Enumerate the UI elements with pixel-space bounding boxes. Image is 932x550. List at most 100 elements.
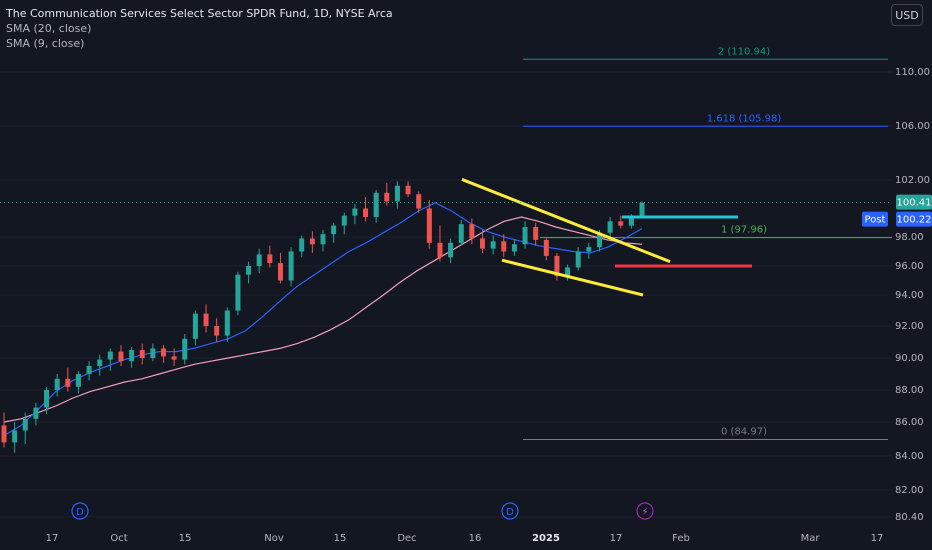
candle-body: [554, 255, 560, 277]
chart-legend: The Communication Services Select Sector…: [6, 6, 393, 51]
candle-body: [288, 251, 294, 281]
candle-body: [405, 185, 411, 195]
candle-body: [448, 242, 454, 258]
time-tick-label: Feb: [672, 533, 690, 544]
candle-body: [586, 247, 592, 252]
price-axis-bg: [892, 0, 932, 550]
price-tick-label: 102.00: [895, 175, 930, 186]
last-price-badge: [896, 194, 932, 210]
candle-body: [214, 326, 220, 336]
candle-body: [543, 239, 549, 256]
candle-body: [224, 310, 230, 336]
candle-body: [150, 348, 156, 358]
post-label-badge: [862, 211, 888, 227]
candle-body: [246, 266, 252, 275]
candle-body: [309, 238, 315, 245]
sma20-line: [3, 216, 643, 423]
candle-body: [639, 202, 645, 216]
candle-body: [97, 359, 103, 366]
candle-body: [161, 348, 166, 357]
candle-body: [267, 254, 273, 264]
time-axis[interactable]: 17 Oct 15 Nov 15 Dec 16 2025 17 Feb Mar 17: [46, 533, 884, 544]
candle-body: [565, 267, 571, 277]
price-tick-label: 86.00: [895, 417, 924, 428]
time-tick-label: 17: [46, 533, 59, 544]
candle-body: [129, 350, 135, 362]
candle-body: [33, 407, 39, 419]
price-axis[interactable]: 110.00 106.00 102.00 98.00 96.00 94.00 92.00 90…: [892, 0, 932, 550]
candle-body: [469, 224, 475, 239]
candle-body: [299, 238, 305, 252]
candle-body: [320, 234, 326, 245]
grid-lines: [0, 71, 892, 518]
candle-body: [203, 313, 209, 326]
candle-body: [331, 225, 337, 235]
candle-body: [256, 254, 262, 266]
candle-body: [352, 208, 358, 216]
event-lightning-icon: [636, 502, 654, 520]
price-tick-label: 98.00: [895, 232, 924, 243]
candlesticks: [1, 181, 645, 453]
event-markers[interactable]: D D ⚡: [71, 502, 654, 520]
indicator-sma20[interactable]: SMA (20, close): [6, 22, 92, 35]
symbol-title[interactable]: The Communication Services Select Sector…: [6, 7, 393, 20]
price-tick-label: 106.00: [895, 121, 930, 132]
candle-body: [86, 366, 92, 374]
time-tick-label: Nov: [264, 533, 284, 544]
candle-body: [341, 215, 347, 226]
fib-label: 2 (110.94): [718, 46, 770, 57]
fib-label: 1.618 (105.98): [707, 113, 782, 124]
candle-body: [139, 350, 145, 358]
price-tick-label: 94.00: [895, 290, 924, 301]
candle-body: [277, 263, 283, 281]
candle-body: [511, 244, 517, 252]
time-tick-label: 17: [871, 533, 884, 544]
candle-body: [607, 221, 613, 233]
price-tick-label: 88.00: [895, 385, 924, 396]
currency-button[interactable]: USD: [891, 4, 923, 26]
candle-body: [437, 242, 443, 258]
indicator-sma9[interactable]: SMA (9, close): [6, 37, 85, 50]
post-price-value: 100.22: [897, 215, 932, 226]
wedge-upper-line: [461, 178, 671, 264]
candle-body: [44, 390, 50, 408]
fibonacci-levels[interactable]: 2 (110.94) 1.618 (105.98) 1 (97.96) 0 (84.9…: [523, 46, 892, 441]
candle-body: [107, 351, 113, 360]
candle-body: [490, 241, 496, 249]
time-tick-label: 15: [179, 533, 192, 544]
candle-body: [384, 192, 390, 202]
time-tick-label: 16: [469, 533, 482, 544]
price-tick-label: 84.00: [895, 451, 924, 462]
candle-body: [394, 185, 400, 202]
candle-body: [12, 430, 18, 443]
price-tick-label: 110.00: [895, 67, 930, 78]
candle-body: [373, 192, 379, 218]
post-price-badge: [896, 211, 932, 227]
candle-body: [501, 241, 507, 252]
candle-body: [118, 351, 124, 362]
candle-body: [1, 425, 7, 443]
candle-body: [458, 224, 464, 243]
candle-body: [235, 274, 241, 311]
candle-body: [416, 194, 422, 209]
candle-body: [75, 374, 81, 387]
price-tick-label: 90.00: [895, 353, 924, 364]
candle-body: [426, 208, 432, 243]
wedge-lower-line: [501, 258, 644, 297]
dividend-d-label: D: [506, 507, 514, 518]
time-tick-label: 17: [610, 533, 623, 544]
candle-body: [596, 232, 602, 248]
lightning-icon: ⚡: [641, 507, 648, 518]
candle-body: [22, 418, 28, 431]
candle-body: [480, 238, 485, 249]
time-tick-label: Dec: [397, 533, 416, 544]
candle-body: [575, 251, 581, 268]
price-tick-label: 80.40: [895, 512, 924, 523]
trendline-drawings[interactable]: [0, 178, 892, 297]
price-badges: 100.41 Post 100.22: [862, 194, 932, 227]
price-tick-label: 82.00: [895, 485, 924, 496]
candle-body: [522, 227, 528, 245]
price-tick-label: 96.00: [895, 261, 924, 272]
candle-body: [363, 208, 369, 218]
